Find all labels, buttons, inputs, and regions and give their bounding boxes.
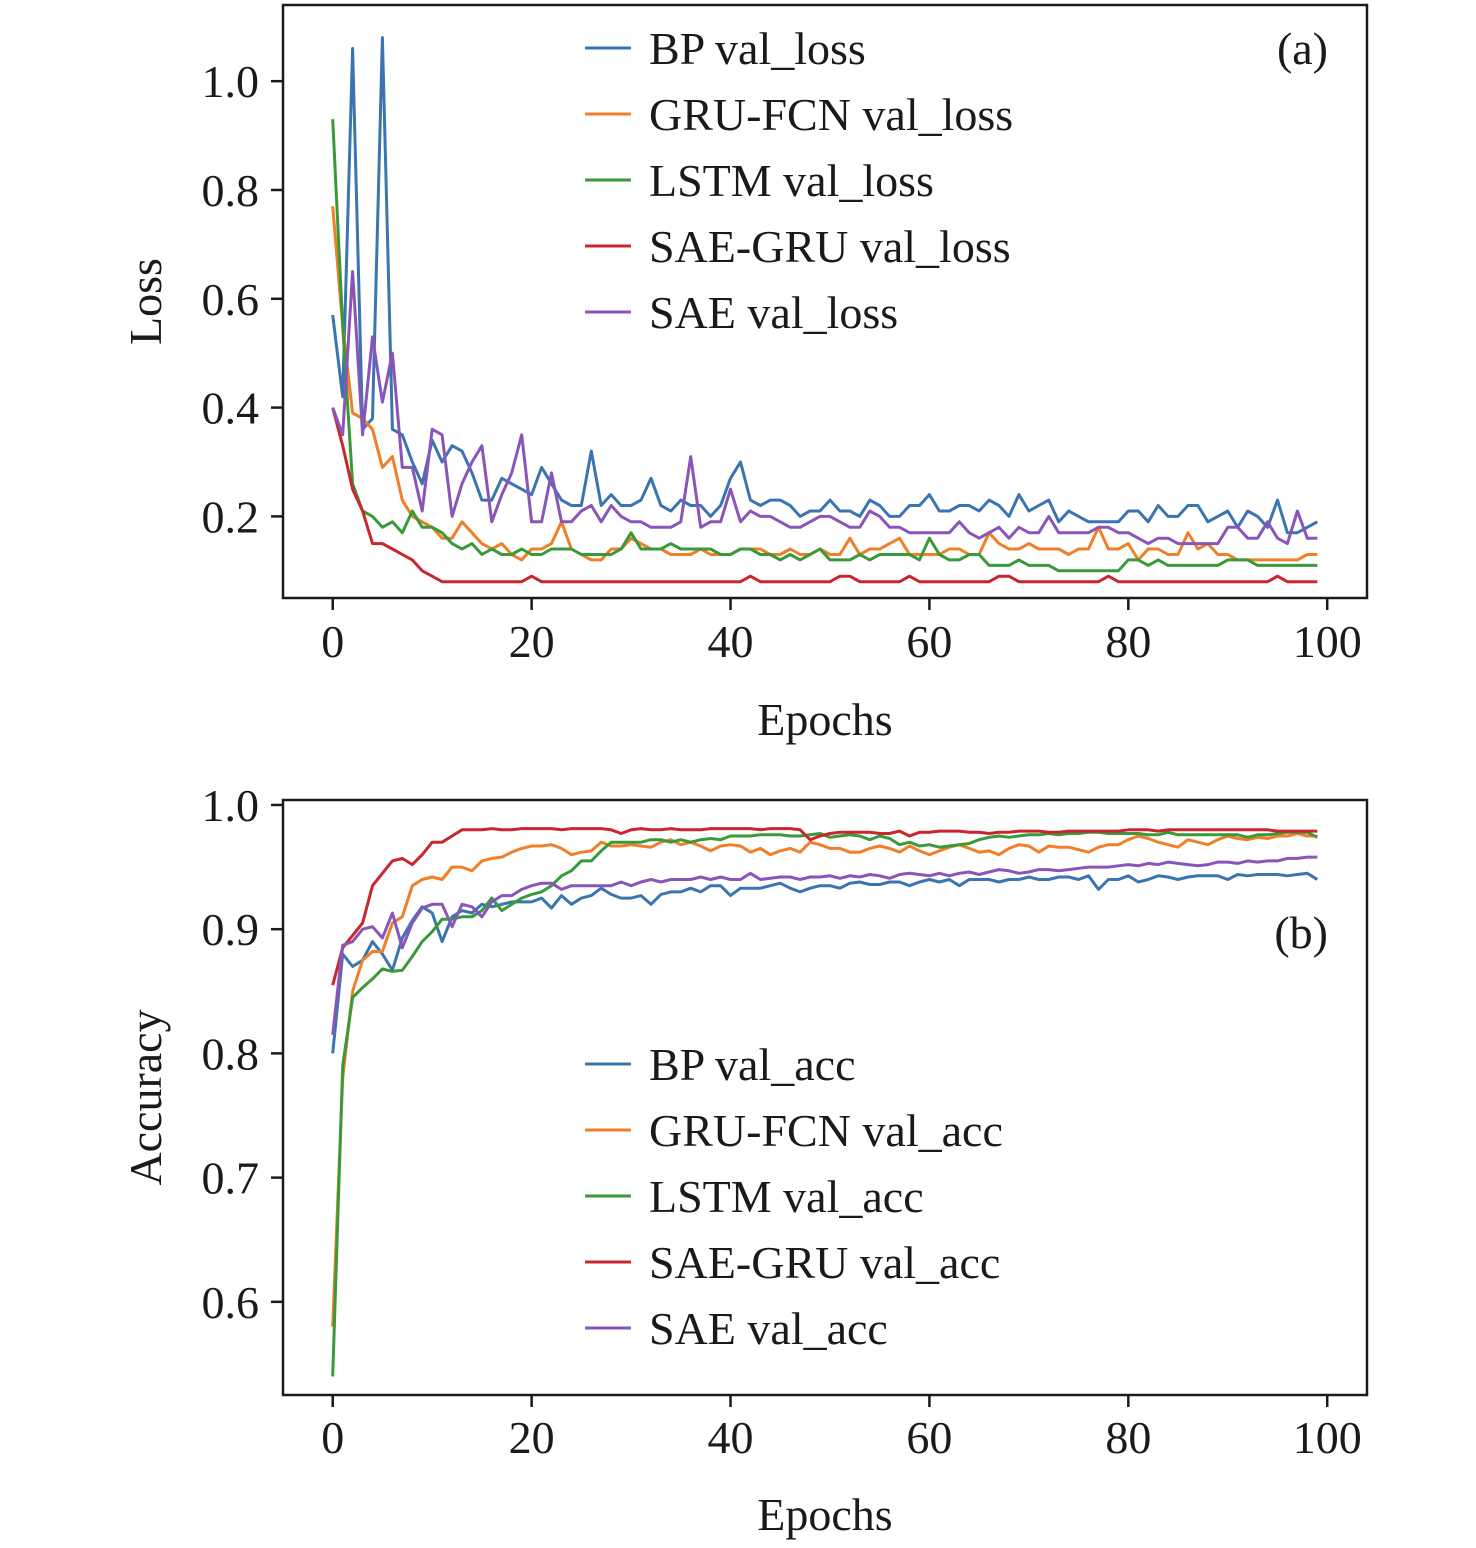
legend-item: LSTM val_loss	[585, 155, 934, 206]
y-tick-label: 0.4	[202, 383, 260, 434]
y-tick-label: 0.8	[202, 165, 260, 216]
x-tick-label: 100	[1293, 1412, 1362, 1463]
series-line-sae-val-loss	[331, 270, 1318, 546]
series-line-sae-val-acc	[331, 855, 1318, 1035]
x-tick-label: 80	[1105, 616, 1151, 667]
x-tick-label: 40	[708, 1412, 754, 1463]
y-tick-label: 0.6	[202, 274, 260, 325]
legend-item: BP val_acc	[585, 1039, 856, 1090]
legend-item: SAE-GRU val_acc	[585, 1237, 1000, 1288]
panel-tag: (a)	[1277, 23, 1328, 74]
series-line-sae-gru-val-loss	[331, 407, 1318, 584]
x-tick-label: 100	[1293, 616, 1362, 667]
series-line-lstm-val-loss	[331, 119, 1318, 573]
y-tick-label: 1.0	[202, 780, 260, 831]
legend-label: LSTM val_loss	[649, 155, 934, 206]
y-tick-label: 1.0	[202, 56, 260, 107]
y-tick-label: 0.6	[202, 1277, 260, 1328]
x-axis-label: Epochs	[757, 1489, 892, 1540]
series-line-bp-val-loss	[331, 36, 1319, 535]
panel-a-loss-chart: 0 20 40 60 80 100 0.2 0.4 0.6 0.8 1.0 Epochs Loss…	[120, 3, 1369, 745]
legend-item: BP val_loss	[585, 23, 866, 74]
legend: BP val_acc GRU-FCN val_acc LSTM val_acc SAE…	[585, 1039, 1003, 1354]
y-tick-label: 0.8	[202, 1028, 260, 1079]
x-axis-label: Epochs	[757, 694, 892, 745]
x-tick-label: 40	[708, 616, 754, 667]
x-tick-label: 20	[509, 1412, 555, 1463]
y-tick-label: 0.7	[202, 1153, 260, 1204]
legend-item: LSTM val_acc	[585, 1171, 924, 1222]
legend: BP val_loss GRU-FCN val_loss LSTM val_loss…	[585, 23, 1013, 338]
panel-tag: (b)	[1274, 907, 1328, 958]
legend-item: SAE val_loss	[585, 287, 898, 338]
legend-item: GRU-FCN val_acc	[585, 1105, 1003, 1156]
y-tick-label: 0.9	[202, 904, 260, 955]
legend-label: SAE-GRU val_loss	[649, 221, 1011, 272]
series-line-sae-gru-val-acc	[331, 827, 1318, 986]
x-tick-label: 20	[509, 616, 555, 667]
series-lines	[331, 827, 1319, 1377]
plot-frame	[281, 798, 1369, 1397]
legend-label: SAE val_acc	[649, 1303, 888, 1354]
legend-label: SAE-GRU val_acc	[649, 1237, 1000, 1288]
x-tick-label: 0	[321, 616, 344, 667]
x-tick-label: 60	[906, 1412, 952, 1463]
legend-label: BP val_acc	[649, 1039, 856, 1090]
panel-b-accuracy-chart: 0 20 40 60 80 100 0.6 0.7 0.8 0.9 1.0 Epochs Accu…	[120, 780, 1369, 1540]
y-tick-label: 0.2	[202, 491, 260, 542]
legend-item: SAE val_acc	[585, 1303, 888, 1354]
y-axis-ticks: 0.2 0.4 0.6 0.8 1.0	[202, 56, 283, 542]
legend-label: LSTM val_acc	[649, 1171, 924, 1222]
legend-label: BP val_loss	[649, 23, 866, 74]
x-axis-ticks: 0 20 40 60 80 100	[321, 598, 1362, 667]
series-lines	[331, 36, 1319, 584]
x-tick-label: 80	[1105, 1412, 1151, 1463]
series-line-gru-fcn-val-loss	[331, 206, 1318, 562]
series-line-bp-val-acc	[331, 871, 1319, 1054]
legend-label: GRU-FCN val_acc	[649, 1105, 1003, 1156]
legend-label: SAE val_loss	[649, 287, 898, 338]
legend-label: GRU-FCN val_loss	[649, 89, 1013, 140]
x-tick-label: 60	[906, 616, 952, 667]
y-axis-label: Accuracy	[120, 1009, 171, 1185]
y-axis-ticks: 0.6 0.7 0.8 0.9 1.0	[202, 780, 283, 1328]
y-axis-label: Loss	[120, 258, 171, 345]
series-line-gru-fcn-val-acc	[331, 832, 1318, 1327]
x-axis-ticks: 0 20 40 60 80 100	[321, 1395, 1362, 1463]
plot-frame	[281, 3, 1369, 600]
legend-item: SAE-GRU val_loss	[585, 221, 1011, 272]
x-tick-label: 0	[321, 1412, 344, 1463]
legend-item: GRU-FCN val_loss	[585, 89, 1013, 140]
